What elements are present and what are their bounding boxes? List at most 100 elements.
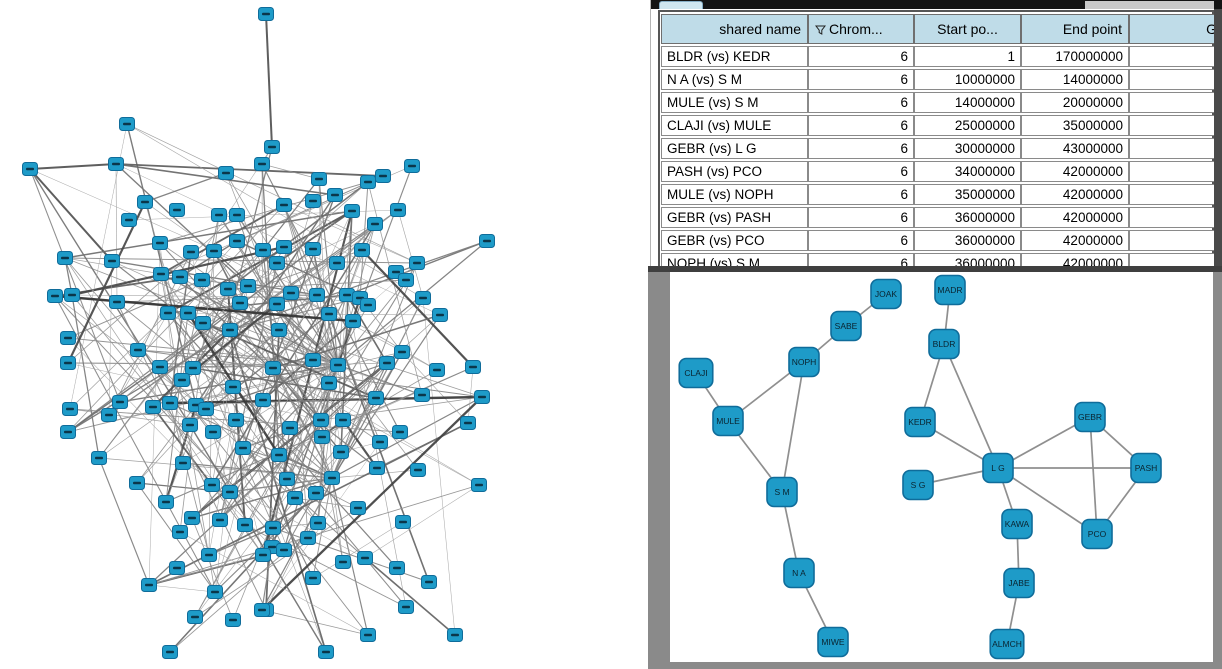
network-node[interactable] <box>360 298 376 312</box>
network-node[interactable] <box>309 288 325 302</box>
network-node[interactable] <box>279 472 295 486</box>
subnetwork-svg[interactable]: JOAK MADR SABE BLDR NOPH CLAJI KEDR GEBR MULE L G… <box>670 272 1213 662</box>
network-node[interactable] <box>174 373 190 387</box>
network-node[interactable] <box>240 279 256 293</box>
network-node[interactable] <box>162 396 178 410</box>
table-row[interactable]: CLAJI (vs) MULE625000000350000005.9 <box>661 115 1222 136</box>
network-node[interactable] <box>354 243 370 257</box>
network-node[interactable] <box>283 286 299 300</box>
network-node[interactable] <box>232 296 248 310</box>
network-node[interactable] <box>271 448 287 462</box>
network-node[interactable] <box>271 323 287 337</box>
network-node[interactable] <box>158 495 174 509</box>
network-node[interactable] <box>162 645 178 659</box>
network-node[interactable] <box>229 234 245 248</box>
network-node[interactable] <box>389 561 405 575</box>
network-node[interactable] <box>276 198 292 212</box>
main-network-panel[interactable] <box>0 0 650 669</box>
network-node[interactable] <box>194 273 210 287</box>
network-node[interactable] <box>175 456 191 470</box>
network-node[interactable] <box>333 445 349 459</box>
network-node[interactable] <box>62 402 78 416</box>
network-node[interactable] <box>195 316 211 330</box>
subnetwork-node-BLDR[interactable]: BLDR <box>928 328 960 360</box>
network-node[interactable] <box>335 555 351 569</box>
network-node[interactable] <box>368 391 384 405</box>
network-node[interactable] <box>335 413 351 427</box>
network-node[interactable] <box>287 491 303 505</box>
network-node[interactable] <box>313 413 329 427</box>
subnetwork-node-SM[interactable]: S M <box>766 476 798 508</box>
network-node[interactable] <box>47 289 63 303</box>
network-node[interactable] <box>137 195 153 209</box>
network-node[interactable] <box>398 273 414 287</box>
table-row[interactable]: BLDR (vs) KEDR61170000000192.0 <box>661 46 1222 67</box>
network-node[interactable] <box>121 213 137 227</box>
network-node[interactable] <box>372 435 388 449</box>
network-node[interactable] <box>258 7 274 21</box>
subnetwork-node-JABE[interactable]: JABE <box>1003 567 1035 599</box>
network-node[interactable] <box>255 243 271 257</box>
subnetwork-node-PASH[interactable]: PASH <box>1130 452 1162 484</box>
table-row[interactable]: PASH (vs) PCO6340000004200000011.4 <box>661 161 1222 182</box>
network-node[interactable] <box>324 471 340 485</box>
network-node[interactable] <box>108 157 124 171</box>
table-row[interactable]: MULE (vs) NOPH6350000004200000010.5 <box>661 184 1222 205</box>
network-node[interactable] <box>474 390 490 404</box>
network-node[interactable] <box>254 603 270 617</box>
network-node[interactable] <box>225 613 241 627</box>
network-node[interactable] <box>187 610 203 624</box>
network-node[interactable] <box>237 518 253 532</box>
network-node[interactable] <box>222 485 238 499</box>
network-node[interactable] <box>204 478 220 492</box>
network-node[interactable] <box>153 267 169 281</box>
subnetwork-node-NOPH[interactable]: NOPH <box>788 346 820 378</box>
network-node[interactable] <box>321 307 337 321</box>
network-node[interactable] <box>104 254 120 268</box>
network-node[interactable] <box>345 314 361 328</box>
network-node[interactable] <box>169 203 185 217</box>
subnetwork-node-MADR[interactable]: MADR <box>934 274 966 306</box>
subnetwork-node-JOAK[interactable]: JOAK <box>870 278 902 310</box>
network-node[interactable] <box>282 421 298 435</box>
network-node[interactable] <box>269 297 285 311</box>
network-node[interactable] <box>255 393 271 407</box>
network-node[interactable] <box>222 323 238 337</box>
network-node[interactable] <box>465 360 481 374</box>
network-node[interactable] <box>152 360 168 374</box>
network-node[interactable] <box>101 408 117 422</box>
network-node[interactable] <box>112 395 128 409</box>
network-node[interactable] <box>318 645 334 659</box>
column-header-chrom-[interactable]: Chrom... <box>808 14 914 44</box>
subnetwork-canvas[interactable]: JOAK MADR SABE BLDR NOPH CLAJI KEDR GEBR MULE L G… <box>670 272 1213 662</box>
network-node[interactable] <box>414 388 430 402</box>
scrollbar-fragment[interactable] <box>1085 1 1214 9</box>
network-node[interactable] <box>60 425 76 439</box>
table-row[interactable]: GEBR (vs) PCO636000000420000008.4 <box>661 230 1222 251</box>
network-node[interactable] <box>398 600 414 614</box>
network-node[interactable] <box>228 413 244 427</box>
subnetwork-node-ALMCH[interactable]: ALMCH <box>989 628 1025 660</box>
subnetwork-node-CLAJI[interactable]: CLAJI <box>678 357 714 389</box>
network-node[interactable] <box>218 166 234 180</box>
network-node[interactable] <box>432 308 448 322</box>
network-node[interactable] <box>265 361 281 375</box>
table-row[interactable]: MULE (vs) S M614000000200000007.5 <box>661 92 1222 113</box>
network-node[interactable] <box>130 343 146 357</box>
network-node[interactable] <box>206 244 222 258</box>
network-node[interactable] <box>91 451 107 465</box>
column-header-end-point[interactable]: End point <box>1021 14 1129 44</box>
network-node[interactable] <box>119 117 135 131</box>
network-node[interactable] <box>369 461 385 475</box>
network-node[interactable] <box>305 353 321 367</box>
network-node[interactable] <box>379 356 395 370</box>
network-node[interactable] <box>395 515 411 529</box>
network-node[interactable] <box>276 240 292 254</box>
network-node[interactable] <box>330 358 346 372</box>
network-node[interactable] <box>64 288 80 302</box>
subnetwork-node-SABE[interactable]: SABE <box>830 310 862 342</box>
network-node[interactable] <box>207 585 223 599</box>
table-row[interactable]: GEBR (vs) L G6300000004300000016.9 <box>661 138 1222 159</box>
dense-network-canvas[interactable] <box>0 0 650 669</box>
subnetwork-node-KAWA[interactable]: KAWA <box>1001 508 1033 540</box>
